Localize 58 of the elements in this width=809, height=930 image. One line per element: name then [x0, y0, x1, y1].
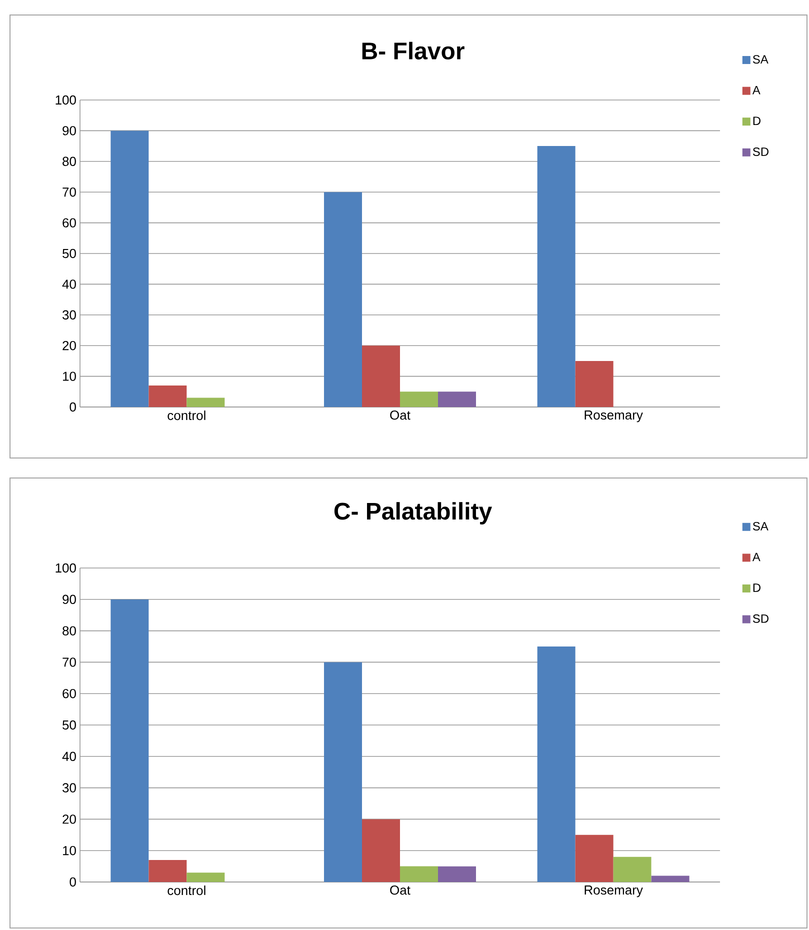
chart-title: B- Flavor: [362, 42, 464, 60]
bar: [613, 856, 652, 882]
x-tick-label: Rosemary: [584, 410, 643, 422]
bar: [110, 599, 149, 882]
bar: [110, 130, 149, 407]
x-tick-label: control: [168, 886, 206, 896]
bar: [362, 346, 400, 407]
bar: [400, 866, 438, 882]
y-tick-label: 60: [62, 218, 76, 228]
x-tick-label: Oat: [390, 410, 410, 420]
y-tick-label: 0: [70, 402, 76, 412]
legend-label: A: [752, 86, 760, 94]
legend-label: D: [753, 116, 760, 125]
bar: [324, 662, 362, 882]
y-tick-label: 20: [62, 340, 76, 350]
y-tick-label: 100: [56, 563, 76, 573]
bar: [148, 386, 187, 407]
chart-title: C- Palatability: [334, 502, 492, 524]
y-tick-label: 30: [62, 310, 76, 320]
y-tick-label: 30: [62, 783, 76, 792]
y-tick-label: 70: [62, 187, 76, 197]
y-tick-label: 0: [70, 877, 76, 887]
x-tick-label: Oat: [390, 886, 410, 895]
y-tick-label: 90: [62, 594, 76, 604]
y-tick-label: 20: [62, 814, 76, 824]
bar: [438, 392, 476, 407]
bar: [537, 146, 576, 407]
legend-label: SD: [752, 614, 768, 623]
y-tick-label: 90: [62, 126, 76, 136]
y-tick-label: 100: [56, 95, 76, 105]
y-tick-label: 70: [62, 658, 76, 667]
y-tick-label: 40: [62, 280, 76, 289]
legend-label: D: [753, 584, 760, 592]
y-tick-label: 50: [62, 248, 76, 258]
legend-label: SD: [752, 147, 768, 156]
bar: [651, 876, 690, 882]
y-tick-label: 10: [62, 846, 76, 856]
x-tick-label: control: [168, 410, 206, 420]
y-tick-label: 80: [62, 626, 76, 636]
bar: [537, 646, 576, 882]
bar: [186, 872, 225, 882]
legend-label: A: [752, 552, 760, 562]
y-tick-label: 60: [62, 688, 76, 698]
y-tick-label: 50: [62, 720, 76, 730]
x-tick-label: Rosemary: [584, 886, 643, 898]
bar: [575, 360, 614, 407]
y-tick-label: 80: [62, 156, 76, 166]
bar: [186, 398, 225, 407]
bar: [438, 866, 476, 882]
legend-label: SA: [752, 55, 768, 64]
y-tick-label: 10: [62, 372, 76, 381]
y-tick-label: 40: [62, 752, 76, 761]
legend-label: SA: [752, 522, 768, 530]
bar: [324, 192, 362, 407]
bar: [400, 392, 438, 407]
bar: [575, 834, 614, 882]
bar: [362, 819, 400, 882]
bar: [148, 860, 187, 882]
